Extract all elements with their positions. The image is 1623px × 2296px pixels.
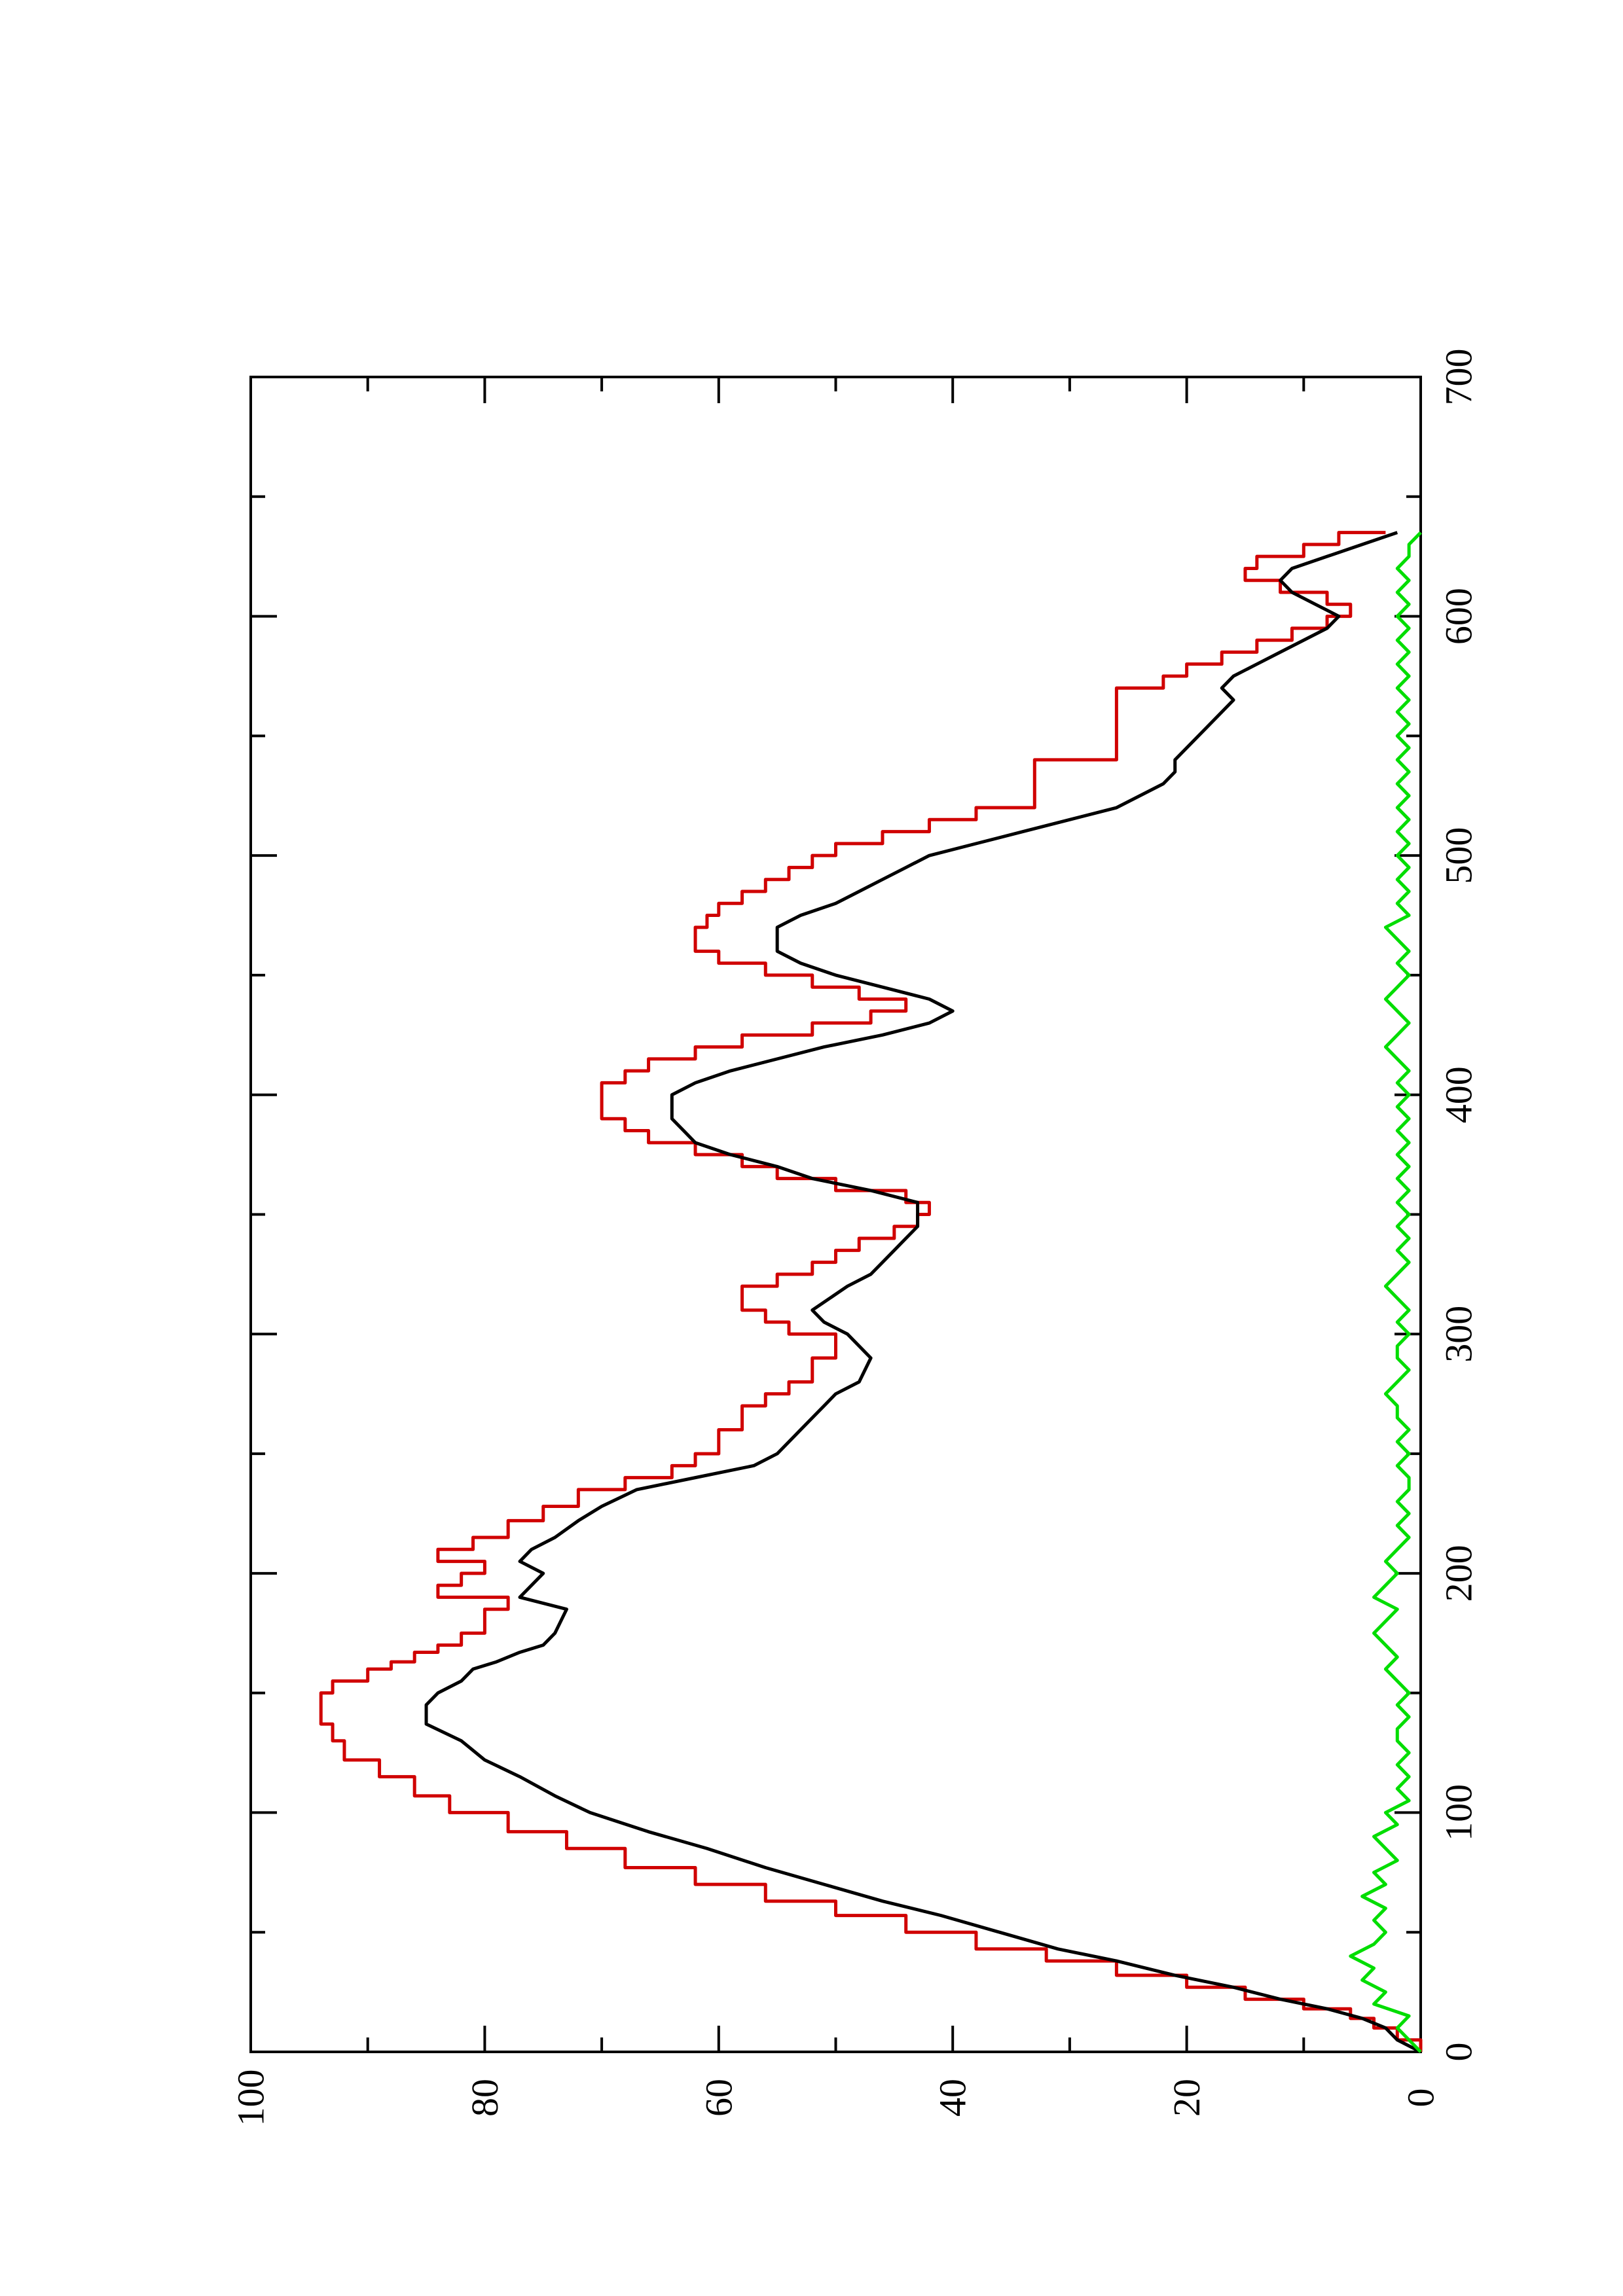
x-tick-label: 700 (1438, 349, 1480, 406)
tick-labels: 0 100 200 300 400 500 600 700 0 20 40 60 80 100 (230, 349, 1480, 2126)
y-tick-label: 100 (230, 2070, 272, 2126)
plot-frame (249, 376, 1422, 2053)
data-series (319, 531, 1423, 2054)
x-tick-label: 600 (1438, 588, 1480, 645)
x-tick-label: 400 (1438, 1066, 1480, 1123)
x-tick-label: 100 (1438, 1784, 1480, 1841)
axis-ticks (249, 376, 1422, 2053)
y-tick-label: 0 (1400, 2089, 1442, 2108)
y-tick-label: 20 (1165, 2079, 1208, 2117)
series-line-3 (1349, 531, 1422, 2053)
series-line-2 (424, 531, 1422, 2054)
x-tick-label: 300 (1438, 1306, 1480, 1363)
y-tick-label: 40 (932, 2079, 974, 2117)
series-line-1 (319, 531, 1423, 2052)
x-tick-label: 200 (1438, 1545, 1480, 1602)
x-tick-label: 500 (1438, 827, 1480, 884)
y-tick-label: 60 (697, 2079, 740, 2117)
x-tick-label: 0 (1438, 2043, 1480, 2062)
y-tick-label: 80 (464, 2079, 506, 2117)
